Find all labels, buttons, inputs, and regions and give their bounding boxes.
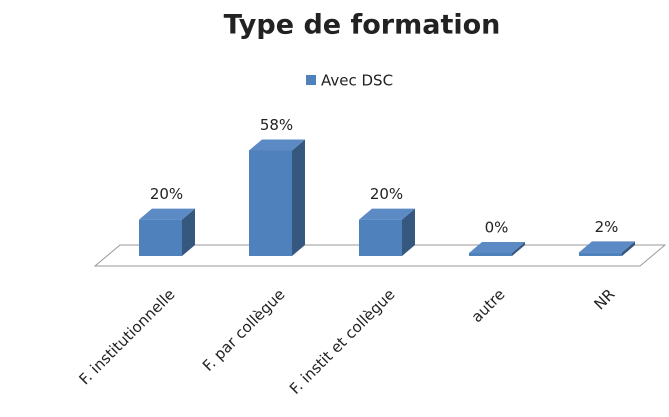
bar-front xyxy=(249,150,292,256)
bar-front xyxy=(359,219,402,256)
x-tick-label: F. instit et collègue xyxy=(286,285,398,397)
bar-front xyxy=(469,253,512,256)
data-label: 0% xyxy=(485,219,509,237)
bar-top xyxy=(579,241,635,253)
x-tick-label: autre xyxy=(468,285,509,326)
bar-side xyxy=(182,208,195,256)
bar-front xyxy=(139,219,182,256)
bar xyxy=(359,208,415,256)
data-label: 58% xyxy=(260,116,293,134)
bar xyxy=(579,241,635,256)
data-label: 20% xyxy=(370,185,403,203)
bar-side xyxy=(512,242,525,256)
bar xyxy=(139,208,195,256)
x-tick-label: NR xyxy=(590,285,618,313)
floor xyxy=(93,244,667,267)
chart-title: Type de formation xyxy=(224,10,501,41)
bar-top xyxy=(139,208,195,220)
data-label: 20% xyxy=(150,185,183,203)
bar-side xyxy=(292,139,305,256)
bar-side xyxy=(402,208,415,256)
legend-label: Avec DSC xyxy=(321,72,393,90)
legend-swatch xyxy=(306,75,316,85)
x-tick-label: F. par collègue xyxy=(199,285,289,375)
bar-top xyxy=(249,139,305,151)
bar-side xyxy=(622,241,635,256)
bar-top xyxy=(469,242,525,253)
x-tick-label: F. institutionnelle xyxy=(75,285,178,388)
bar xyxy=(469,242,525,256)
data-label: 2% xyxy=(595,218,619,236)
bar-front xyxy=(579,252,622,256)
bar-top xyxy=(359,208,415,220)
bar xyxy=(249,139,305,256)
